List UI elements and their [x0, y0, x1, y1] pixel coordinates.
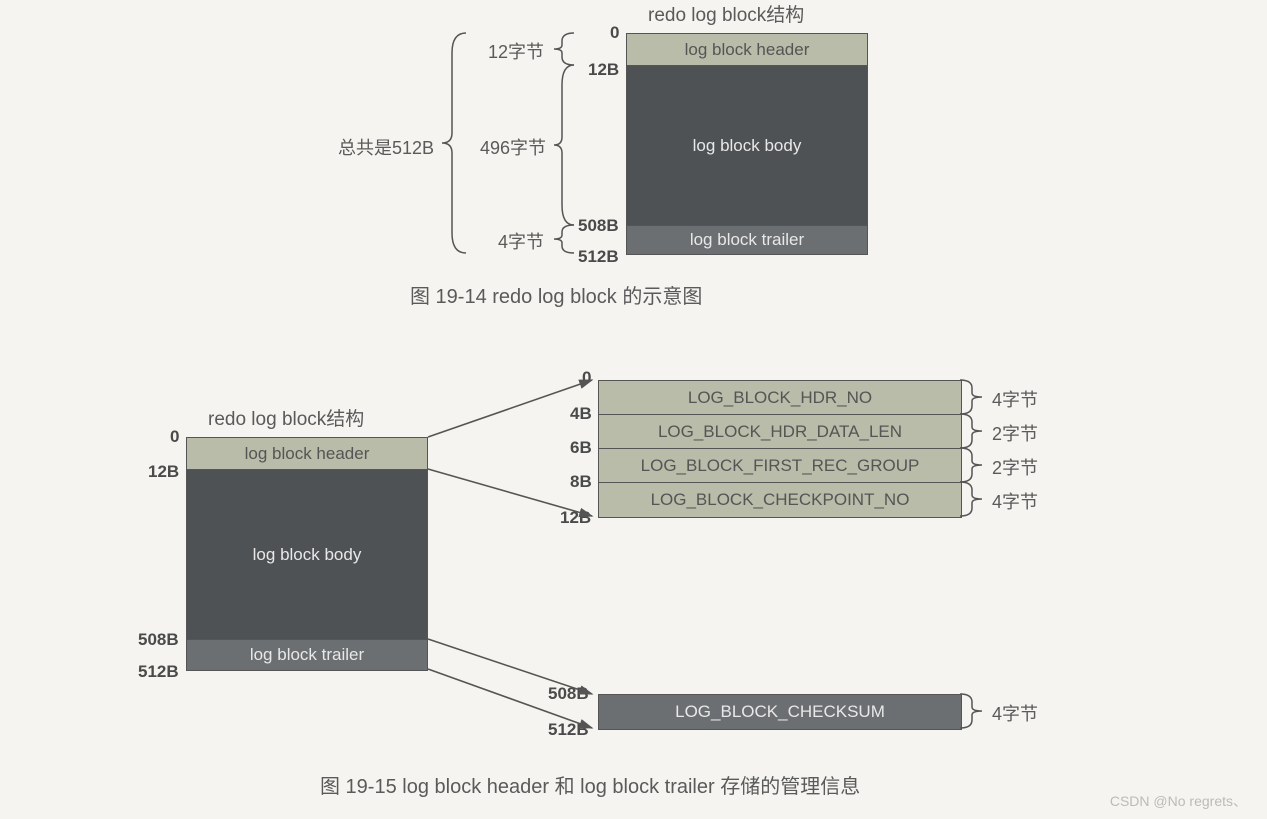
fig1915-caption: 图 19-15 log block header 和 log block tra…	[320, 770, 860, 799]
watermark: CSDN @No regrets、	[1110, 791, 1247, 811]
fig1915-arrow-hdr-top	[0, 0, 1267, 819]
diagram-container: redo log block结构 log block header log bl…	[0, 0, 1267, 819]
